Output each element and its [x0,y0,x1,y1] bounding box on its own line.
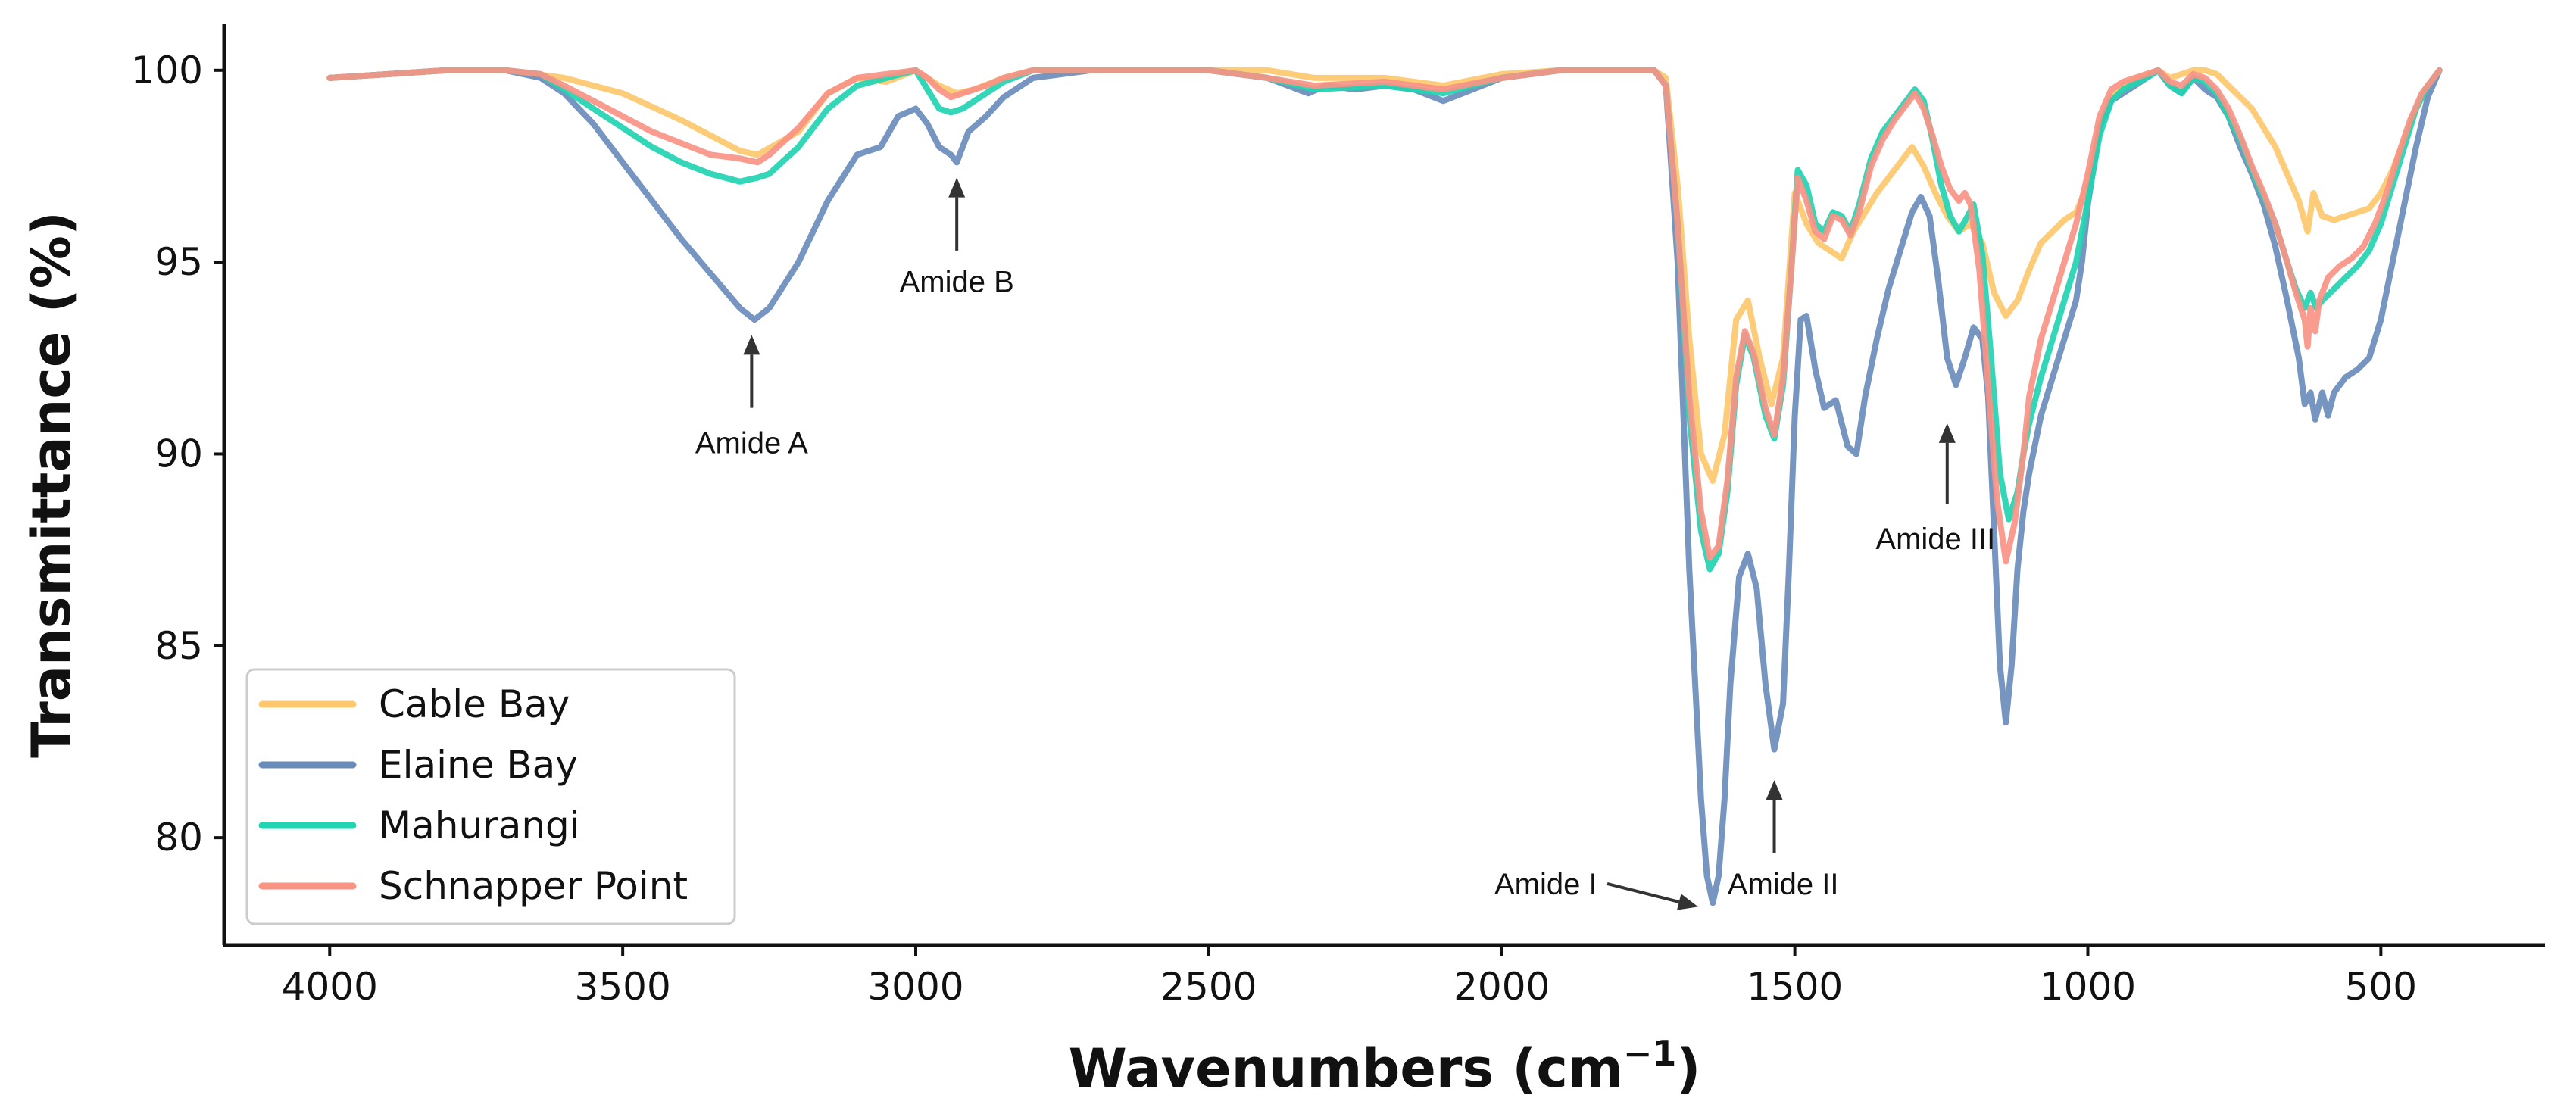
annotation-layer: Amide A Amide B Amide I Amide II Amide III [695,177,1995,910]
y-tick-label-95: 95 [155,240,203,284]
y-tick-label-80: 80 [155,816,203,860]
annotation-label-amide-i: Amide I [1494,868,1597,901]
annotation-arrowhead-amide-iii [1938,423,1956,443]
annotation-amide-b: Amide B [900,177,1014,298]
annotation-arrow-amide-i [1606,881,1680,903]
legend-label-mahurangi: Mahurangi [379,803,580,847]
series-layer [326,67,2443,906]
annotation-amide-i: Amide I [1494,868,1698,910]
x-axis-title-close: ) [1676,1037,1700,1100]
annotation-arrowhead-amide-ii [1766,780,1783,800]
legend-label-cable-bay: Cable Bay [379,682,570,726]
x-tick-label-1500: 1500 [1747,965,1843,1009]
x-tick-label-2500: 2500 [1160,965,1257,1009]
legend: Cable Bay Elaine Bay Mahurangi Schnapper Po… [245,668,736,925]
annotation-label-amide-ii: Amide II [1728,868,1839,901]
x-tick-label-2000: 2000 [1453,965,1550,1009]
x-ticks: 4000 3500 3000 2500 2000 1500 1000 500 [282,945,2417,1009]
annotation-arrowhead-amide-a [743,335,760,355]
y-tick-label-90: 90 [155,432,203,476]
x-axis-title-superscript: −1 [1623,1033,1677,1074]
y-ticks: 80 85 90 95 100 [131,48,224,860]
x-tick-label-500: 500 [2345,965,2417,1009]
x-tick-label-1000: 1000 [2040,965,2136,1009]
annotation-arrowhead-amide-b [948,177,966,198]
annotation-amide-a: Amide A [695,335,808,460]
x-tick-label-4000: 4000 [282,965,378,1009]
legend-item-cable-bay: Cable Bay [258,682,570,726]
legend-item-elaine-bay: Elaine Bay [258,743,578,787]
legend-frame [245,668,736,925]
annotation-amide-iii: Amide III [1875,423,1995,556]
annotation-label-amide-iii: Amide III [1875,523,1995,556]
series-line-mahurangi [326,67,2443,573]
legend-label-schnapper-point: Schnapper Point [379,864,688,908]
annotation-label-amide-a: Amide A [695,426,808,460]
legend-item-schnapper-point: Schnapper Point [258,864,688,908]
annotation-amide-ii: Amide II [1728,780,1839,901]
x-tick-label-3500: 3500 [575,965,671,1009]
legend-items: Cable Bay Elaine Bay Mahurangi Schnapper Po… [258,682,688,908]
y-axis-title: Transmittance (%) [20,211,83,758]
axis-layer [222,24,2545,947]
y-tick-label-85: 85 [155,624,203,668]
legend-item-mahurangi: Mahurangi [258,803,580,847]
y-tick-label-100: 100 [131,48,203,92]
legend-label-elaine-bay: Elaine Bay [379,743,578,787]
series-line-schnapper-point [326,67,2443,565]
x-axis-title-main: Wavenumbers (cm [1069,1037,1623,1100]
annotation-arrowhead-amide-i [1677,894,1698,910]
x-tick-label-3000: 3000 [867,965,963,1009]
x-axis-title: Wavenumbers (cm−1) [1069,1033,1701,1100]
annotation-label-amide-b: Amide B [900,265,1014,298]
